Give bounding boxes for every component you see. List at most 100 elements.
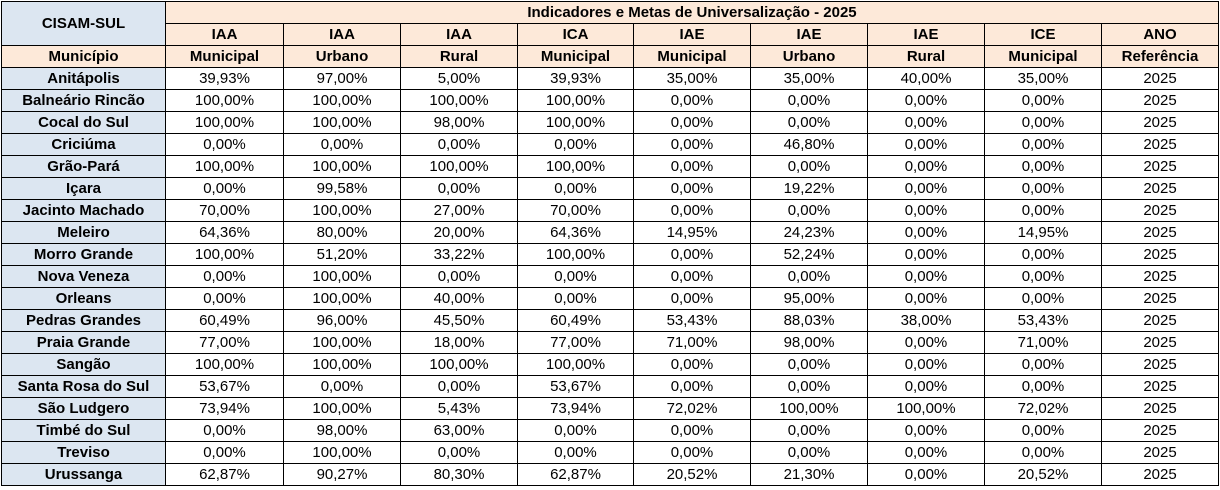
municipio-cell: Jacinto Machado bbox=[1, 199, 166, 222]
value-cell: 0,00% bbox=[633, 111, 751, 134]
column-scope-header: Urbano bbox=[283, 45, 401, 68]
municipio-cell: Treviso bbox=[1, 441, 166, 464]
value-cell: 100,00% bbox=[750, 397, 868, 420]
value-cell: 0,00% bbox=[867, 419, 985, 442]
value-cell: 53,43% bbox=[633, 309, 751, 332]
value-cell: 0,00% bbox=[165, 441, 284, 464]
value-cell: 97,00% bbox=[283, 67, 401, 90]
value-cell: 100,00% bbox=[283, 155, 401, 178]
value-cell: 14,95% bbox=[984, 221, 1102, 244]
value-cell: 100,00% bbox=[283, 287, 401, 310]
value-cell: 53,67% bbox=[165, 375, 284, 398]
value-cell: 52,24% bbox=[750, 243, 868, 266]
value-cell: 5,43% bbox=[400, 397, 518, 420]
column-scope-header: Municipal bbox=[517, 45, 634, 68]
value-cell: 2025 bbox=[1101, 199, 1219, 222]
value-cell: 60,49% bbox=[165, 309, 284, 332]
value-cell: 0,00% bbox=[517, 133, 634, 156]
value-cell: 40,00% bbox=[867, 67, 985, 90]
table-row: Grão-Pará 100,00% 100,00% 100,00% 100,00% 0,0… bbox=[1, 155, 1219, 178]
value-cell: 90,27% bbox=[283, 463, 401, 486]
value-cell: 2025 bbox=[1101, 67, 1219, 90]
value-cell: 0,00% bbox=[400, 133, 518, 156]
table-row: Içara 0,00% 99,58% 0,00% 0,00% 0,00% 19,22% 0,0… bbox=[1, 177, 1219, 200]
value-cell: 0,00% bbox=[984, 265, 1102, 288]
value-cell: 27,00% bbox=[400, 199, 518, 222]
value-cell: 72,02% bbox=[633, 397, 751, 420]
value-cell: 0,00% bbox=[867, 287, 985, 310]
indicator-header-row: IAA IAA IAA ICA IAE IAE IAE ICE ANO bbox=[2, 23, 1219, 46]
table-row: Balneário Rincão 100,00% 100,00% 100,00% 100… bbox=[1, 89, 1219, 112]
table-row: Meleiro 64,36% 80,00% 20,00% 64,36% 14,95% 24,… bbox=[1, 221, 1219, 244]
value-cell: 0,00% bbox=[867, 441, 985, 464]
value-cell: 2025 bbox=[1101, 177, 1219, 200]
value-cell: 100,00% bbox=[517, 89, 634, 112]
value-cell: 0,00% bbox=[984, 155, 1102, 178]
value-cell: 0,00% bbox=[750, 89, 868, 112]
value-cell: 0,00% bbox=[867, 111, 985, 134]
value-cell: 0,00% bbox=[633, 155, 751, 178]
column-indicator-header: ICA bbox=[517, 23, 634, 46]
value-cell: 0,00% bbox=[283, 375, 401, 398]
municipio-cell: Santa Rosa do Sul bbox=[1, 375, 166, 398]
title-row: CISAM-SUL Indicadores e Metas de Univers… bbox=[1, 1, 1219, 46]
value-cell: 0,00% bbox=[867, 199, 985, 222]
value-cell: 100,00% bbox=[283, 265, 401, 288]
municipio-header: Município bbox=[1, 45, 166, 68]
value-cell: 100,00% bbox=[283, 331, 401, 354]
value-cell: 0,00% bbox=[517, 419, 634, 442]
value-cell: 53,67% bbox=[517, 375, 634, 398]
value-cell: 98,00% bbox=[750, 331, 868, 354]
municipio-cell: Praia Grande bbox=[1, 331, 166, 354]
value-cell: 2025 bbox=[1101, 265, 1219, 288]
table-row: Jacinto Machado 70,00% 100,00% 27,00% 70,00%… bbox=[1, 199, 1219, 222]
value-cell: 2025 bbox=[1101, 133, 1219, 156]
value-cell: 100,00% bbox=[400, 89, 518, 112]
value-cell: 0,00% bbox=[165, 287, 284, 310]
corner-label: CISAM-SUL bbox=[1, 1, 166, 46]
value-cell: 45,50% bbox=[400, 309, 518, 332]
value-cell: 0,00% bbox=[633, 375, 751, 398]
municipio-cell: Pedras Grandes bbox=[1, 309, 166, 332]
municipio-cell: Timbé do Sul bbox=[1, 419, 166, 442]
table-row: São Ludgero 73,94% 100,00% 5,43% 73,94% 72,02… bbox=[1, 397, 1219, 420]
column-scope-header: Municipal bbox=[165, 45, 284, 68]
value-cell: 38,00% bbox=[867, 309, 985, 332]
value-cell: 88,03% bbox=[750, 309, 868, 332]
value-cell: 0,00% bbox=[867, 177, 985, 200]
table-body: Anitápolis 39,93% 97,00% 5,00% 39,93% 35,00% 3… bbox=[1, 67, 1219, 486]
value-cell: 0,00% bbox=[984, 133, 1102, 156]
value-cell: 2025 bbox=[1101, 397, 1219, 420]
value-cell: 100,00% bbox=[165, 155, 284, 178]
value-cell: 0,00% bbox=[867, 375, 985, 398]
value-cell: 0,00% bbox=[867, 155, 985, 178]
municipio-cell: Orleans bbox=[1, 287, 166, 310]
value-cell: 73,94% bbox=[517, 397, 634, 420]
value-cell: 20,52% bbox=[984, 463, 1102, 486]
value-cell: 39,93% bbox=[517, 67, 634, 90]
value-cell: 0,00% bbox=[984, 89, 1102, 112]
value-cell: 0,00% bbox=[400, 177, 518, 200]
value-cell: 98,00% bbox=[400, 111, 518, 134]
value-cell: 0,00% bbox=[517, 441, 634, 464]
value-cell: 98,00% bbox=[283, 419, 401, 442]
municipio-cell: São Ludgero bbox=[1, 397, 166, 420]
value-cell: 0,00% bbox=[867, 353, 985, 376]
value-cell: 0,00% bbox=[517, 177, 634, 200]
municipio-cell: Içara bbox=[1, 177, 166, 200]
municipio-cell: Meleiro bbox=[1, 221, 166, 244]
value-cell: 73,94% bbox=[165, 397, 284, 420]
table-row: Santa Rosa do Sul 53,67% 0,00% 0,00% 53,67% 0… bbox=[1, 375, 1219, 398]
value-cell: 0,00% bbox=[400, 265, 518, 288]
value-cell: 0,00% bbox=[400, 375, 518, 398]
value-cell: 51,20% bbox=[283, 243, 401, 266]
value-cell: 2025 bbox=[1101, 309, 1219, 332]
value-cell: 0,00% bbox=[633, 89, 751, 112]
value-cell: 72,02% bbox=[984, 397, 1102, 420]
value-cell: 100,00% bbox=[400, 353, 518, 376]
value-cell: 64,36% bbox=[517, 221, 634, 244]
value-cell: 0,00% bbox=[165, 419, 284, 442]
value-cell: 2025 bbox=[1101, 419, 1219, 442]
value-cell: 0,00% bbox=[867, 331, 985, 354]
column-indicator-header: ICE bbox=[984, 23, 1102, 46]
